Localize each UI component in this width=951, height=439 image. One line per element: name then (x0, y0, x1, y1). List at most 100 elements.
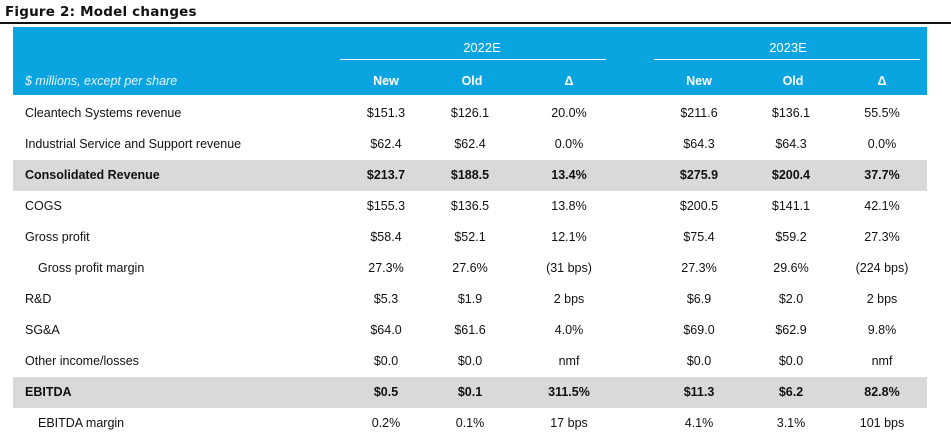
cell-2023-new: $75.4 (683, 230, 715, 244)
cell-2023-new: $211.6 (680, 106, 718, 120)
table-row-industrial-service-revenue: Industrial Service and Support revenue $6… (13, 129, 927, 160)
cell-2022-new: $5.3 (373, 292, 399, 306)
col-head-2022-new: New (373, 74, 399, 88)
row-label: COGS (25, 199, 62, 213)
cell-2023-old: 3.1% (776, 416, 806, 430)
col-head-2023-delta: Δ (877, 74, 887, 88)
cell-2023-delta: (224 bps) (855, 261, 909, 275)
col-head-2023-old: Old (782, 74, 804, 88)
cell-2023-new: $64.3 (683, 137, 715, 151)
table-row-ebitda-margin: EBITDA margin 0.2% 0.1% 17 bps 4.1% 3.1% 101 b… (13, 408, 927, 439)
cell-2022-old: $1.9 (457, 292, 483, 306)
cell-2023-new: 4.1% (684, 416, 714, 430)
cell-2022-delta: 13.8% (551, 199, 587, 213)
row-label: Gross profit (25, 230, 90, 244)
table-row-gross-profit-margin: Gross profit margin 27.3% 27.6% (31 bps) 27.… (13, 253, 927, 284)
table-header (13, 27, 927, 95)
cell-2022-delta: 2 bps (553, 292, 585, 306)
cell-2023-new: $0.0 (686, 354, 712, 368)
cell-2022-delta: 0.0% (554, 137, 584, 151)
cell-2023-old: $200.4 (771, 168, 811, 182)
cell-2023-delta: 82.8% (864, 385, 900, 399)
cell-2023-old: 29.6% (773, 261, 809, 275)
cell-2022-delta: 17 bps (550, 416, 588, 430)
cell-2022-new: $0.0 (373, 354, 399, 368)
table-row-gross-profit: Gross profit $58.4 $52.1 12.1% $75.4 $59.2 27.… (13, 222, 927, 253)
group-rule-2022e (340, 59, 606, 60)
row-label: Gross profit margin (38, 261, 145, 275)
cell-2022-delta: 12.1% (551, 230, 587, 244)
col-head-2022-delta: Δ (564, 74, 574, 88)
cell-2022-old: $188.5 (450, 168, 490, 182)
cell-2022-delta: 4.0% (554, 323, 584, 337)
cell-2022-new: $0.5 (373, 385, 399, 399)
cell-2022-new: $64.0 (370, 323, 402, 337)
cell-2022-old: 27.6% (452, 261, 488, 275)
group-rule-2023e (654, 59, 920, 60)
group-label-2022e: 2022E (463, 40, 501, 55)
cell-2022-old: $0.0 (457, 354, 483, 368)
cell-2023-old: $0.0 (778, 354, 804, 368)
cell-2023-new: $275.9 (679, 168, 719, 182)
cell-2023-old: $2.0 (778, 292, 804, 306)
cell-2022-delta: nmf (558, 354, 580, 368)
row-label: SG&A (25, 323, 60, 337)
cell-2023-new: $69.0 (683, 323, 715, 337)
table-row-cleantech-revenue: Cleantech Systems revenue $151.3 $126.1 20.… (13, 98, 927, 129)
table-row-other-income: Other income/losses $0.0 $0.0 nmf $0.0 $0.0 nm… (13, 346, 927, 377)
cell-2022-old: $61.6 (454, 323, 486, 337)
col-head-2022-old: Old (461, 74, 483, 88)
table-row-cogs: COGS $155.3 $136.5 13.8% $200.5 $141.1 42.1% (13, 191, 927, 222)
row-label: Industrial Service and Support revenue (25, 137, 242, 151)
cell-2022-old: $62.4 (454, 137, 486, 151)
table-row-consolidated-revenue: Consolidated Revenue $213.7 $188.5 13.4% $27… (13, 160, 927, 191)
cell-2023-new: $11.3 (683, 385, 715, 399)
cell-2023-old: $141.1 (771, 199, 811, 213)
cell-2022-new: $58.4 (370, 230, 402, 244)
cell-2022-new: $62.4 (370, 137, 402, 151)
group-label-2023e: 2023E (769, 40, 807, 55)
cell-2023-old: $136.1 (771, 106, 811, 120)
cell-2023-new: $200.5 (679, 199, 719, 213)
cell-2022-delta: 20.0% (551, 106, 587, 120)
row-label: Other income/losses (25, 354, 139, 368)
cell-2022-old: $0.1 (457, 385, 483, 399)
cell-2023-delta: 55.5% (864, 106, 900, 120)
row-label: EBITDA (25, 385, 72, 399)
cell-2023-delta: 0.0% (867, 137, 897, 151)
cell-2023-delta: 2 bps (866, 292, 898, 306)
cell-2022-delta: 311.5% (548, 385, 590, 399)
cell-2023-old: $62.9 (775, 323, 807, 337)
cell-2022-old: $136.5 (450, 199, 490, 213)
col-head-2023-new: New (686, 74, 712, 88)
cell-2023-new: 27.3% (681, 261, 717, 275)
table-row-r-and-d: R&D $5.3 $1.9 2 bps $6.9 $2.0 2 bps (13, 284, 927, 315)
cell-2022-new: $213.7 (366, 168, 406, 182)
cell-2023-delta: 9.8% (867, 323, 897, 337)
units-label: $ millions, except per share (25, 74, 178, 88)
cell-2023-delta: 101 bps (859, 416, 905, 430)
table-row-sga: SG&A $64.0 $61.6 4.0% $69.0 $62.9 9.8% (13, 315, 927, 346)
cell-2023-new: $6.9 (686, 292, 712, 306)
row-label: EBITDA margin (38, 416, 125, 430)
cell-2022-old: $52.1 (454, 230, 486, 244)
cell-2023-delta: nmf (871, 354, 893, 368)
cell-2023-old: $64.3 (775, 137, 807, 151)
title-rule (0, 22, 951, 24)
cell-2022-new: $155.3 (366, 199, 406, 213)
cell-2022-new: 0.2% (371, 416, 401, 430)
cell-2023-delta: 27.3% (864, 230, 900, 244)
cell-2023-old: $59.2 (775, 230, 807, 244)
cell-2022-old: 0.1% (455, 416, 485, 430)
cell-2023-delta: 37.7% (864, 168, 900, 182)
cell-2022-delta: (31 bps) (546, 261, 592, 275)
cell-2022-delta: 13.4% (551, 168, 587, 182)
cell-2022-old: $126.1 (450, 106, 490, 120)
figure-title: Figure 2: Model changes (5, 4, 197, 20)
row-label: R&D (25, 292, 52, 306)
table-row-ebitda: EBITDA $0.5 $0.1 311.5% $11.3 $6.2 82.8% (13, 377, 927, 408)
cell-2023-old: $6.2 (778, 385, 804, 399)
cell-2022-new: $151.3 (366, 106, 406, 120)
cell-2023-delta: 42.1% (864, 199, 900, 213)
row-label: Cleantech Systems revenue (25, 106, 182, 120)
